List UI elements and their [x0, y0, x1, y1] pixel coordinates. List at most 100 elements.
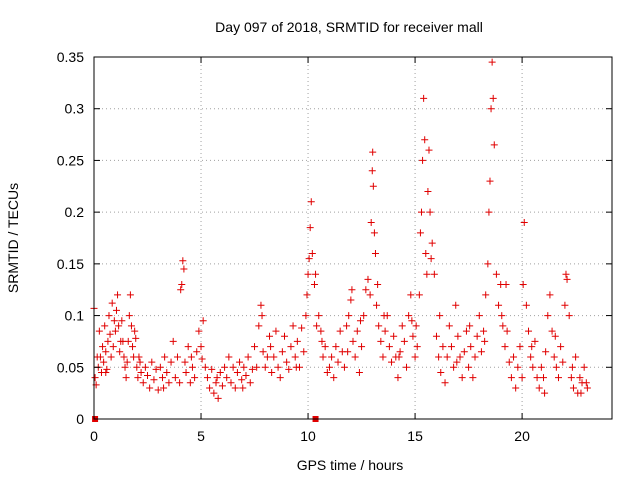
data-point — [160, 384, 168, 392]
data-point — [485, 208, 493, 216]
data-point — [216, 368, 224, 376]
data-point — [563, 275, 571, 283]
data-point — [408, 317, 416, 325]
data-point — [109, 343, 117, 351]
data-point — [125, 312, 133, 320]
data-point — [559, 358, 567, 366]
data-point — [278, 348, 286, 356]
data-point — [305, 255, 313, 263]
data-point — [492, 270, 500, 278]
data-point — [193, 348, 201, 356]
data-point — [251, 343, 259, 351]
data-point — [177, 286, 185, 294]
chart-title: Day 097 of 2018, SRMTID for receiver mal… — [215, 19, 483, 35]
data-point — [374, 281, 382, 289]
data-point — [115, 322, 123, 330]
data-point — [358, 343, 366, 351]
data-point — [100, 358, 108, 366]
data-point — [420, 94, 428, 102]
data-point — [477, 348, 485, 356]
data-point — [576, 374, 584, 382]
data-point — [528, 343, 536, 351]
data-point — [411, 353, 419, 361]
data-point — [475, 312, 483, 320]
data-point — [499, 322, 507, 330]
data-point — [505, 358, 513, 366]
data-point — [351, 353, 359, 361]
data-point — [325, 363, 333, 371]
data-point — [110, 317, 118, 325]
data-point — [367, 218, 375, 226]
data-point — [306, 224, 314, 232]
data-point — [91, 374, 99, 382]
data-point — [293, 337, 301, 345]
data-point — [507, 374, 515, 382]
data-point — [501, 343, 509, 351]
data-point — [255, 322, 263, 330]
data-point — [129, 343, 137, 351]
data-point — [369, 182, 377, 190]
data-point — [120, 353, 128, 361]
data-point — [428, 239, 436, 247]
data-point — [239, 384, 247, 392]
data-point — [503, 327, 511, 335]
data-point — [466, 322, 474, 330]
data-point — [577, 389, 585, 397]
data-point — [203, 374, 211, 382]
data-point — [315, 312, 323, 320]
data-point — [529, 363, 537, 371]
data-point — [287, 343, 295, 351]
data-point — [334, 358, 342, 366]
data-point — [103, 365, 111, 373]
data-point — [413, 343, 421, 351]
data-point — [132, 334, 140, 342]
data-point — [548, 327, 556, 335]
data-point — [102, 368, 110, 376]
data-point — [191, 374, 199, 382]
data-point — [276, 374, 284, 382]
data-point — [214, 394, 222, 402]
data-point — [421, 136, 429, 144]
data-point — [489, 94, 497, 102]
data-point — [126, 291, 134, 299]
data-point — [102, 348, 110, 356]
data-point — [229, 363, 237, 371]
data-point — [233, 368, 241, 376]
data-point — [565, 312, 573, 320]
data-point — [182, 368, 190, 376]
data-point — [512, 384, 520, 392]
data-point — [510, 353, 518, 361]
data-point — [263, 353, 271, 361]
data-point — [304, 270, 312, 278]
data-point — [198, 355, 206, 363]
data-point — [469, 374, 477, 382]
y-tick-label: 0.05 — [57, 359, 84, 375]
data-point — [221, 363, 229, 371]
data-point — [544, 312, 552, 320]
data-point — [394, 374, 402, 382]
data-point — [330, 374, 338, 382]
data-point — [101, 322, 109, 330]
data-point — [360, 312, 368, 320]
data-point — [516, 343, 524, 351]
data-point — [93, 353, 101, 361]
data-point — [108, 299, 116, 307]
data-point — [313, 322, 321, 330]
data-point — [569, 384, 577, 392]
data-point — [542, 348, 550, 356]
data-point — [495, 301, 503, 309]
data-point — [266, 332, 274, 340]
data-point — [281, 332, 289, 340]
data-point — [231, 384, 239, 392]
data-point — [481, 337, 489, 345]
data-point — [349, 337, 357, 345]
data-point — [541, 389, 549, 397]
data-point — [552, 363, 560, 371]
data-point — [370, 229, 378, 237]
data-point — [482, 291, 490, 299]
data-point — [171, 374, 179, 382]
data-point — [158, 374, 166, 382]
data-point — [107, 353, 115, 361]
data-point — [105, 312, 113, 320]
